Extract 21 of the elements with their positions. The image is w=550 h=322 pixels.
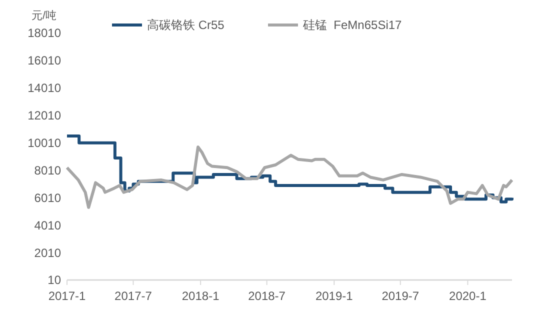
y-tick-label: 4010 [34, 218, 62, 232]
x-tick-label: 2017-7 [114, 289, 152, 303]
y-axis-title: 元/吨 [31, 9, 57, 22]
y-tick-label: 14010 [28, 81, 62, 96]
line-series [66, 146, 514, 209]
y-tick-label: 8010 [34, 163, 62, 178]
y-tick-label: 2010 [34, 246, 62, 260]
y-tick-label: 10010 [28, 136, 62, 150]
x-tick-label: 2019-7 [382, 289, 420, 303]
y-tick-label: 16010 [28, 54, 62, 68]
x-tick-label: 2019-1 [315, 289, 354, 303]
y-tick-label: 6010 [34, 190, 62, 205]
y-tick-label: 10 [48, 273, 62, 288]
legend-label: 高碳铬铁 Cr55 [147, 18, 225, 32]
x-tick-label: 2017-1 [48, 289, 86, 303]
x-tick-label: 2018-1 [182, 289, 220, 303]
legend-label: 硅锰 FeMn65Si17 [302, 18, 402, 32]
x-tick-label: 2018-7 [248, 289, 286, 303]
y-tick-label: 18010 [28, 26, 62, 40]
y-tick-label: 12010 [28, 108, 62, 123]
x-tick-label: 2020-1 [449, 289, 487, 303]
